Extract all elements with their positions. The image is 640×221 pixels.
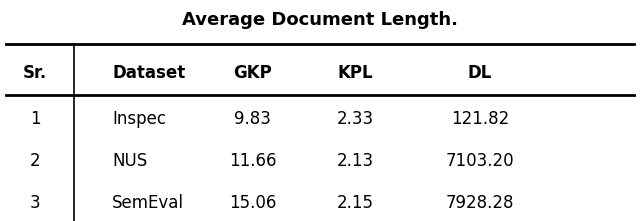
Text: 2: 2 <box>30 152 40 170</box>
Text: Sr.: Sr. <box>23 64 47 82</box>
Text: DL: DL <box>468 64 492 82</box>
Text: 2.33: 2.33 <box>337 110 374 128</box>
Text: 7103.20: 7103.20 <box>445 152 515 170</box>
Text: 121.82: 121.82 <box>451 110 509 128</box>
Text: Average Document Length.: Average Document Length. <box>182 11 458 29</box>
Text: 1: 1 <box>30 110 40 128</box>
Text: 2.13: 2.13 <box>337 152 374 170</box>
Text: 15.06: 15.06 <box>229 194 276 212</box>
Text: Inspec: Inspec <box>112 110 166 128</box>
Text: 3: 3 <box>30 194 40 212</box>
Text: GKP: GKP <box>234 64 272 82</box>
Text: 11.66: 11.66 <box>229 152 276 170</box>
Text: 2.15: 2.15 <box>337 194 374 212</box>
Text: 7928.28: 7928.28 <box>445 194 515 212</box>
Text: 9.83: 9.83 <box>234 110 271 128</box>
Text: KPL: KPL <box>337 64 373 82</box>
Text: NUS: NUS <box>112 152 147 170</box>
Text: SemEval: SemEval <box>112 194 184 212</box>
Text: Dataset: Dataset <box>112 64 185 82</box>
